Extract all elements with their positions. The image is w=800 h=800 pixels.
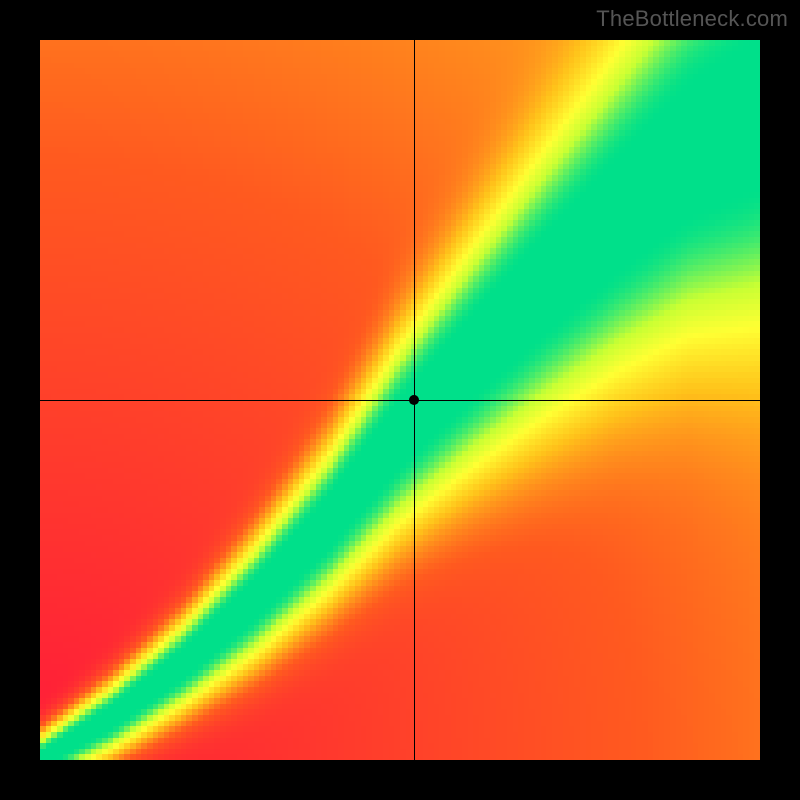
bottleneck-heatmap: [40, 40, 760, 760]
plot-area: [40, 40, 760, 760]
watermark-text: TheBottleneck.com: [596, 6, 788, 32]
stage: TheBottleneck.com: [0, 0, 800, 800]
